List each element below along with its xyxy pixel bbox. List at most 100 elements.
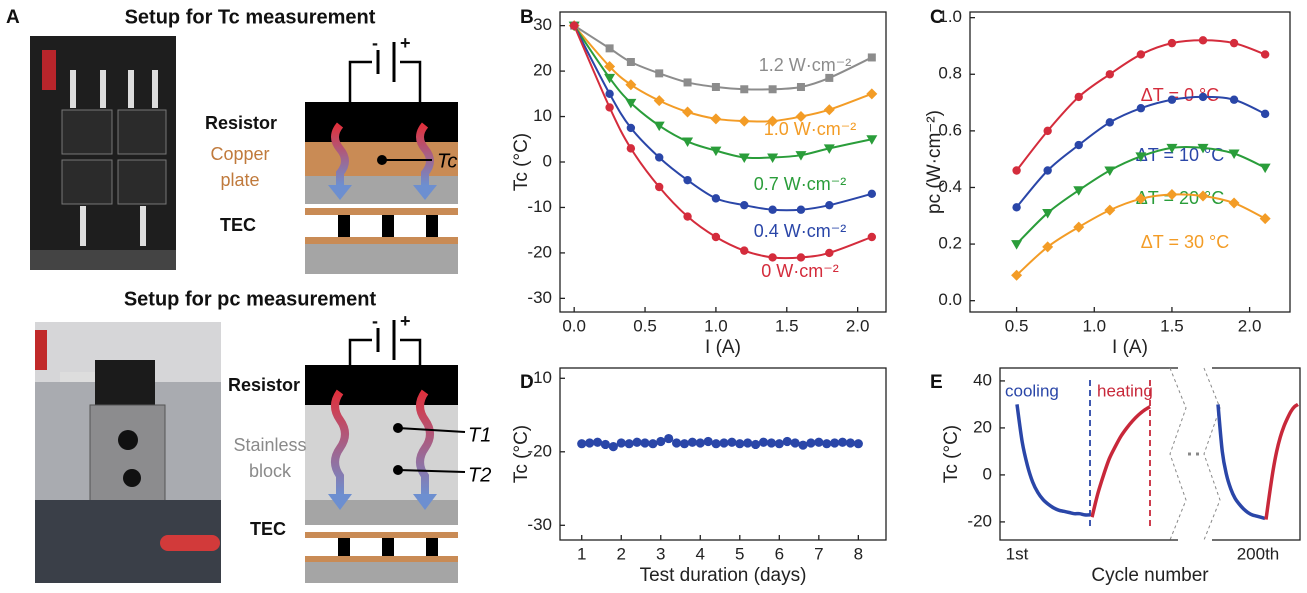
marker xyxy=(1228,197,1240,209)
series-label: 0 W·cm⁻² xyxy=(761,261,838,281)
plot-frame xyxy=(999,367,1301,541)
series-label: 1.2 W·cm⁻² xyxy=(759,55,852,75)
x-tick-label: 1 xyxy=(577,544,586,563)
x-tick-label: 6 xyxy=(775,544,784,563)
t2-label: T2 xyxy=(468,464,491,486)
marker xyxy=(823,144,835,154)
series-line xyxy=(1216,404,1266,521)
y-tick-label: -30 xyxy=(527,515,552,534)
marker xyxy=(1228,149,1240,160)
x-tick-label: 1.5 xyxy=(775,316,799,335)
marker xyxy=(796,83,805,91)
plot-frame xyxy=(969,11,1291,313)
marker xyxy=(569,21,579,30)
marker xyxy=(738,115,750,127)
marker xyxy=(1198,36,1208,45)
battery-minus: - xyxy=(372,33,378,53)
plot-frame xyxy=(559,367,887,541)
marker xyxy=(1197,190,1209,202)
y-tick-label: -20 xyxy=(527,441,552,460)
marker xyxy=(1229,95,1239,104)
x-tick-label: 2 xyxy=(617,544,626,563)
marker xyxy=(795,111,807,123)
marker xyxy=(605,89,614,99)
marker xyxy=(710,146,722,157)
marker xyxy=(825,248,834,258)
marker xyxy=(1167,38,1177,48)
x-tick-label: 2.0 xyxy=(846,316,870,335)
marker xyxy=(768,205,777,214)
diagram xyxy=(305,320,466,583)
point xyxy=(577,439,587,449)
y-tick-label: 0 xyxy=(543,151,552,170)
marker xyxy=(768,253,777,262)
point xyxy=(687,437,697,447)
marker xyxy=(683,175,692,185)
x-tick-label: 3 xyxy=(656,544,665,563)
y-axis-title: Tc (°C) xyxy=(511,425,532,483)
x-axis-title: I (A) xyxy=(1112,337,1148,358)
point xyxy=(853,439,863,449)
marker xyxy=(626,144,636,153)
marker xyxy=(1074,140,1083,150)
y-tick-label: 0.6 xyxy=(938,120,962,139)
x-tick-label: 1st xyxy=(1006,544,1029,563)
phase-label: cooling xyxy=(1005,381,1059,400)
marker xyxy=(1012,203,1021,212)
marker xyxy=(604,61,616,73)
resistor-label: Resistor xyxy=(205,113,277,133)
marker xyxy=(768,85,777,94)
marker xyxy=(1104,166,1116,176)
point xyxy=(664,433,674,444)
point xyxy=(822,439,832,449)
x-axis-title: Cycle number xyxy=(1091,565,1209,586)
x-axis-title: I (A) xyxy=(705,337,741,358)
marker xyxy=(605,103,614,112)
axis-break xyxy=(1178,366,1212,542)
marker xyxy=(767,153,779,163)
marker xyxy=(1260,109,1270,119)
point xyxy=(806,438,816,448)
marker xyxy=(1104,204,1116,216)
point xyxy=(814,437,824,447)
marker xyxy=(683,78,692,87)
marker xyxy=(823,104,835,116)
point xyxy=(711,439,721,449)
marker xyxy=(740,85,749,94)
point xyxy=(735,439,745,449)
marker xyxy=(653,121,665,132)
series-line xyxy=(1015,404,1091,517)
marker xyxy=(1042,241,1054,253)
marker xyxy=(626,58,635,66)
marker xyxy=(682,106,694,118)
marker xyxy=(1259,213,1271,225)
y-tick-label: 0.2 xyxy=(938,234,962,253)
point xyxy=(671,438,682,448)
t1-label: T1 xyxy=(468,424,491,446)
marker xyxy=(653,95,665,107)
battery-plus: + xyxy=(400,311,411,331)
marker xyxy=(625,98,637,109)
y-axis-title: pc (W·cm⁻²) xyxy=(924,110,945,214)
resistor-label: Resistor xyxy=(228,375,300,395)
marker xyxy=(796,253,806,262)
stainless-label: Stainless xyxy=(233,435,306,455)
y-axis-title: Tc (°C) xyxy=(941,425,962,483)
y-tick-label: 40 xyxy=(973,370,992,389)
series-line xyxy=(1090,405,1151,518)
marker xyxy=(626,123,636,133)
photo xyxy=(35,322,221,583)
x-tick-label: 200th xyxy=(1237,544,1280,563)
marker xyxy=(655,69,664,78)
setup-title: Setup for Tc measurement xyxy=(125,6,376,28)
point xyxy=(656,436,666,447)
marker xyxy=(1042,208,1054,219)
y-tick-label: 0 xyxy=(983,464,992,483)
series-line xyxy=(1264,402,1299,520)
break-mark xyxy=(1203,367,1221,541)
marker xyxy=(866,88,878,100)
marker xyxy=(1073,221,1085,233)
y-tick-label: -10 xyxy=(527,368,552,387)
marker xyxy=(605,44,614,53)
